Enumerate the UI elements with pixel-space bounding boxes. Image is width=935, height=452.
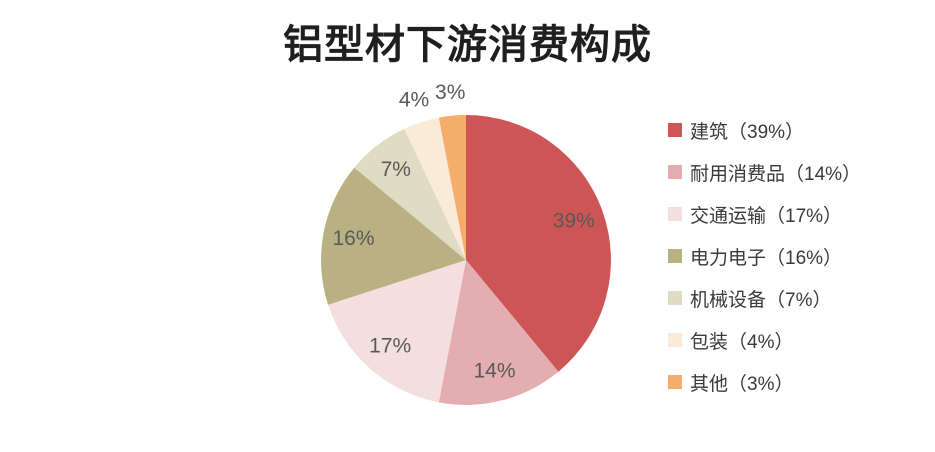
legend-swatch xyxy=(668,165,682,179)
pie-slice-label: 7% xyxy=(381,158,411,181)
legend-item-7: 其他（3%） xyxy=(668,361,861,403)
legend-swatch xyxy=(668,123,682,137)
legend-swatch xyxy=(668,207,682,221)
pie-slice-7 xyxy=(438,115,466,260)
legend-label: 包装（4%） xyxy=(690,331,794,353)
legend-label: 电力电子（16%） xyxy=(690,247,843,269)
legend-label: 机械设备（7%） xyxy=(690,289,832,311)
legend-item-6: 包装（4%） xyxy=(668,319,861,361)
pie-slice-label: 39% xyxy=(553,210,595,233)
legend-swatch xyxy=(668,375,682,389)
legend: 建筑（39%） 耐用消费品（14%） 交通运输（17%） 电力电子（16%） 机械设备（… xyxy=(668,109,861,403)
pie-slice-1 xyxy=(466,115,611,372)
legend-item-2: 耐用消费品（14%） xyxy=(668,151,861,193)
legend-label: 建筑（39%） xyxy=(690,121,805,143)
pie-slice-3 xyxy=(328,260,466,403)
pie-slice-6 xyxy=(404,117,466,260)
legend-item-5: 机械设备（7%） xyxy=(668,277,861,319)
pie-slice-label: 17% xyxy=(369,334,411,357)
legend-swatch xyxy=(668,249,682,263)
legend-item-1: 建筑（39%） xyxy=(668,109,861,151)
legend-label: 其他（3%） xyxy=(690,373,794,395)
pie-slice-2 xyxy=(438,260,559,405)
legend-swatch xyxy=(668,333,682,347)
pie-slice-label: 3% xyxy=(435,81,465,104)
legend-label: 耐用消费品（14%） xyxy=(690,163,862,185)
chart-title: 铝型材下游消费构成 xyxy=(283,23,652,67)
legend-item-4: 电力电子（16%） xyxy=(668,235,861,277)
legend-swatch xyxy=(668,291,682,305)
pie-slice-label: 14% xyxy=(473,360,515,383)
legend-item-3: 交通运输（17%） xyxy=(668,193,861,235)
pie-slice-5 xyxy=(354,128,466,260)
pie-slice-4 xyxy=(321,167,466,305)
pie-slice-label: 4% xyxy=(399,89,429,112)
pie-slice-label: 16% xyxy=(332,227,374,250)
legend-label: 交通运输（17%） xyxy=(690,205,843,227)
